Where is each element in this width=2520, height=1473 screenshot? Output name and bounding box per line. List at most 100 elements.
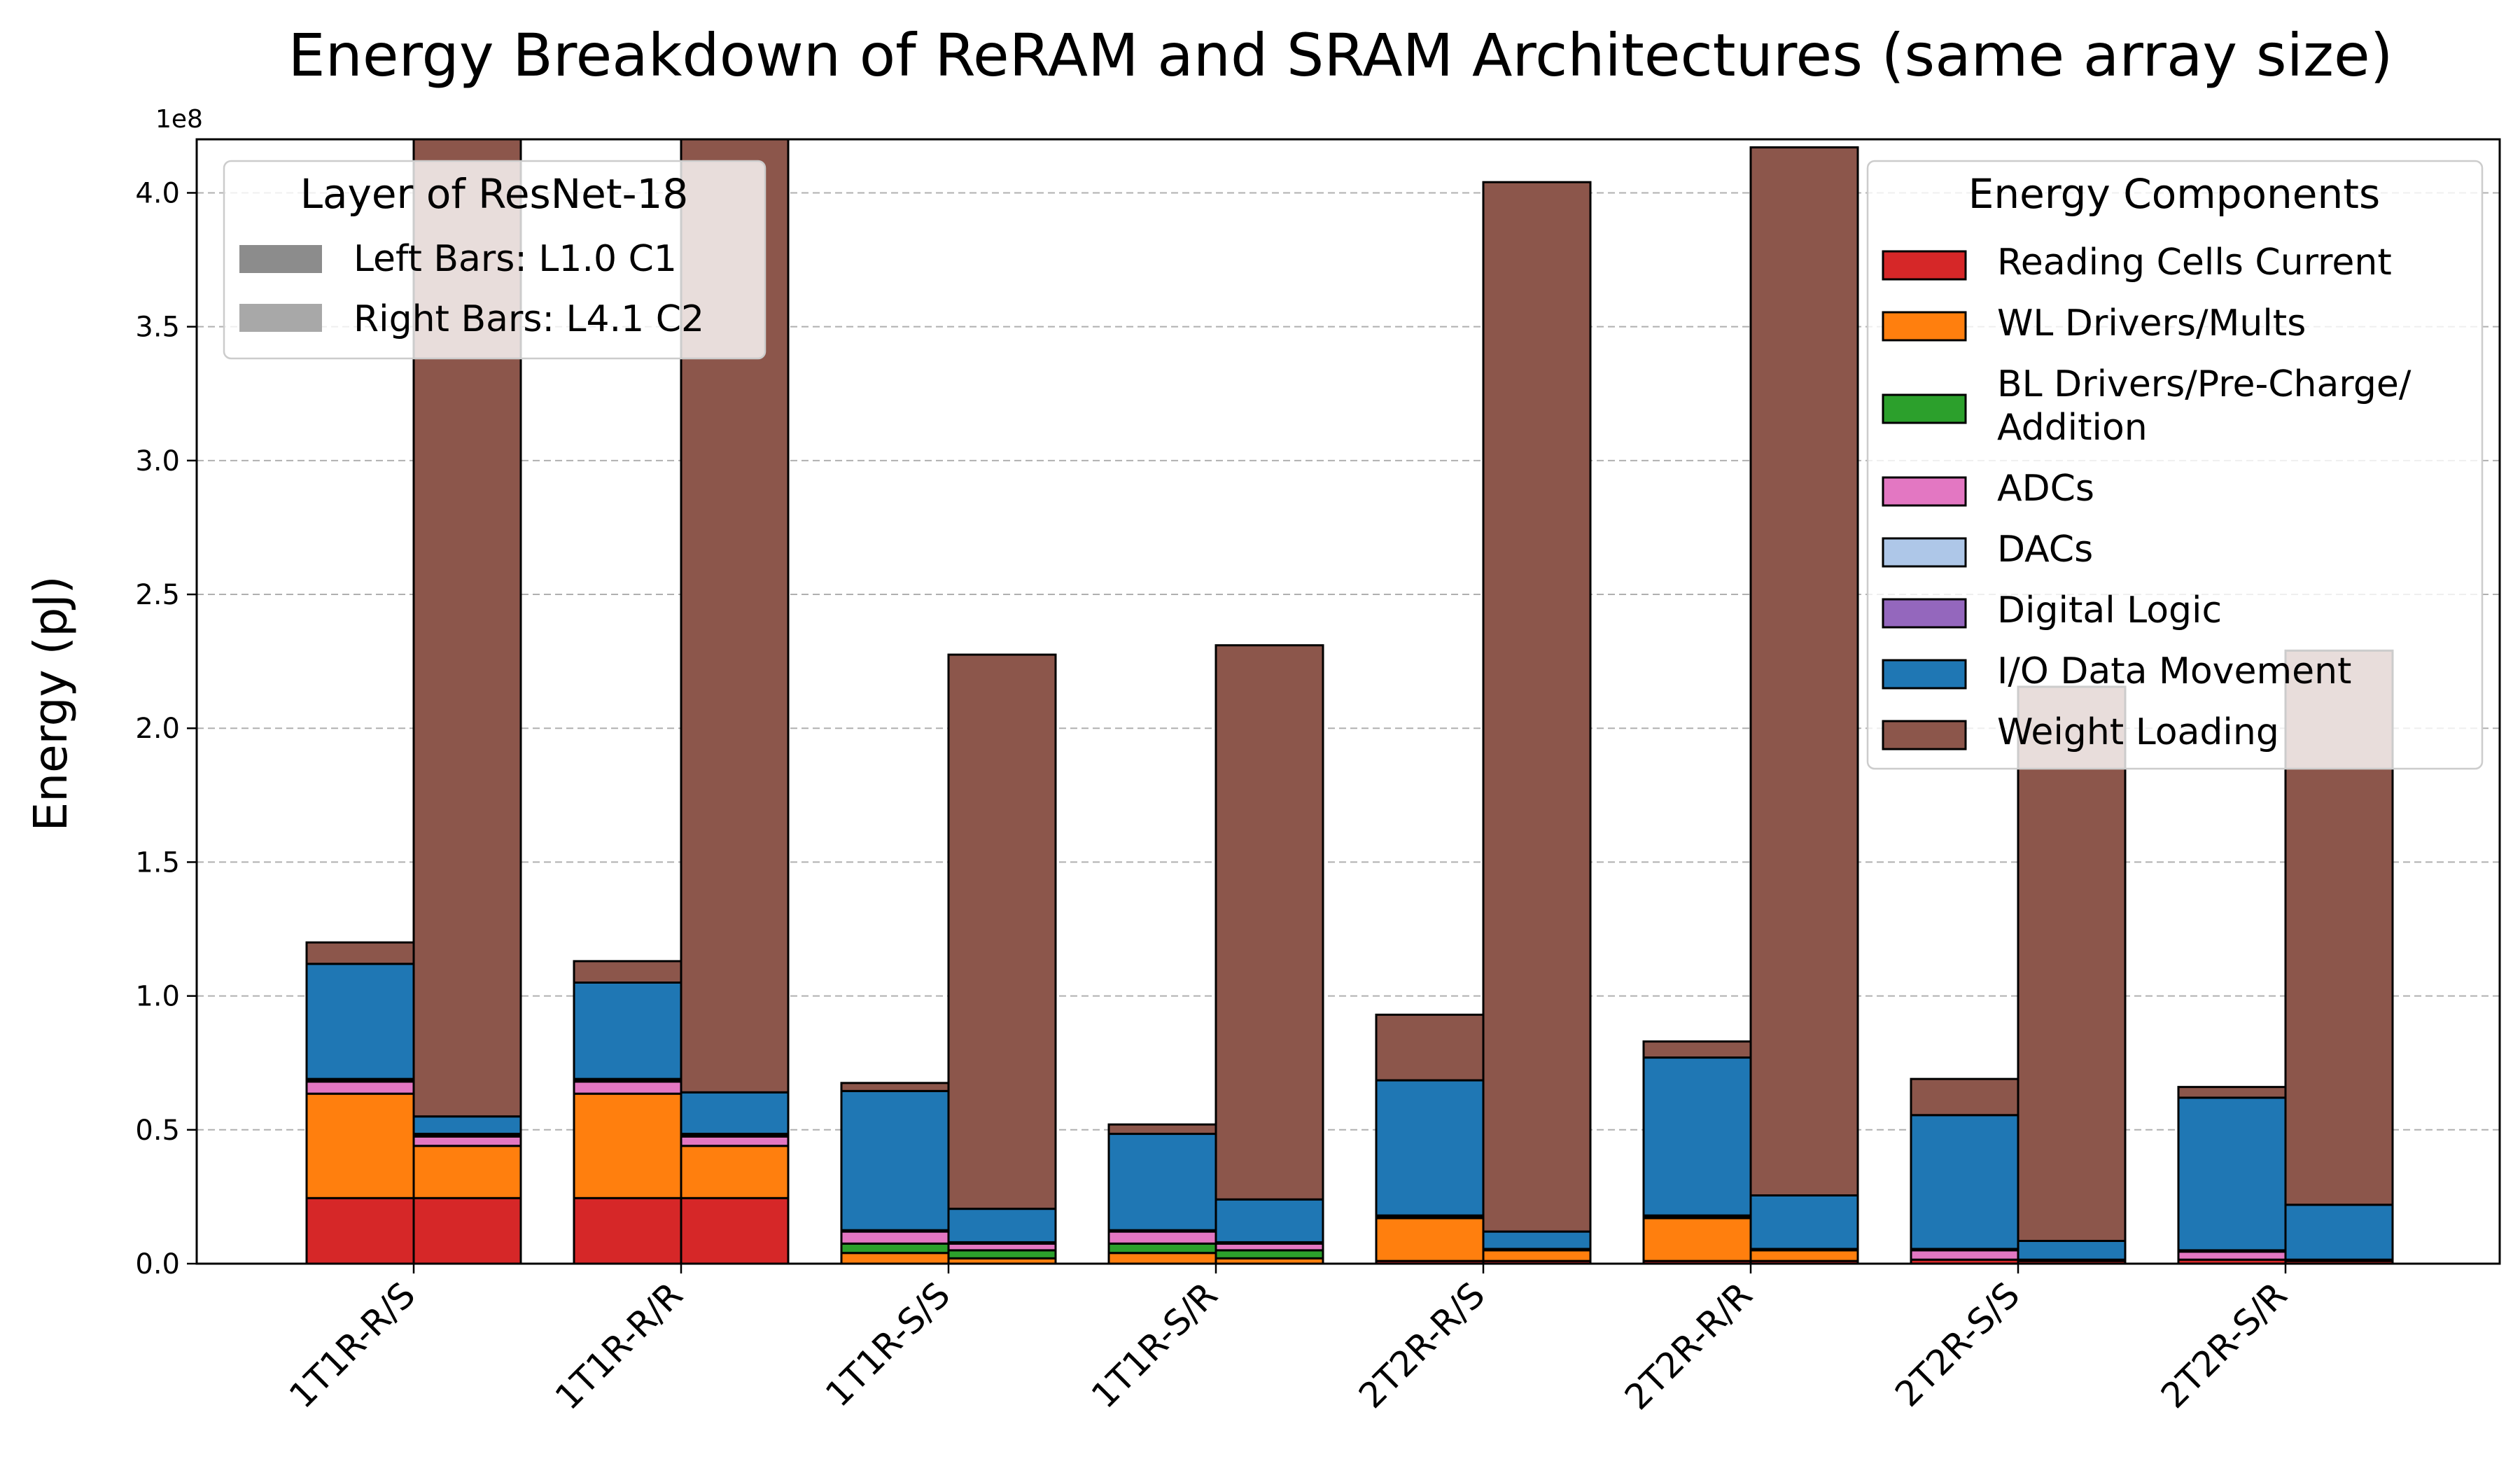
legend-components-title: Energy Components (1968, 170, 2380, 218)
y-axis-label: Energy (pJ) (24, 576, 78, 832)
legend-swatch-2 (1882, 393, 1967, 424)
bar-right-2-seg-6 (947, 1208, 1057, 1243)
x-tick-label-3: 1T1R-S/R (1084, 1274, 1225, 1416)
legend-swatch-3 (1882, 476, 1967, 507)
bar-left-3-seg-3 (1107, 1230, 1217, 1245)
y-tick-label-8: 4.0 (135, 177, 180, 209)
x-tick-label-0: 1T1R-R/S (281, 1274, 423, 1416)
bar-right-6-seg-6 (2017, 1239, 2127, 1261)
legend-label-4: DACs (1997, 529, 2093, 571)
bar-left-1-seg-7 (573, 960, 682, 984)
y-tick-label-6: 3.0 (135, 445, 180, 477)
y-tick-label-0: 0.0 (135, 1248, 180, 1280)
bar-right-0-seg-3 (412, 1135, 522, 1147)
x-tick-label-5: 2T2R-R/R (1617, 1274, 1760, 1418)
plot-frame (195, 138, 2501, 1265)
legend-swatch-5 (1882, 598, 1967, 629)
y-tick-label-3: 1.5 (135, 846, 180, 879)
legend-layer-of-resnet: Layer of ResNet-18 Left Bars: L1.0 C1 Ri… (223, 160, 766, 360)
bar-right-3-seg-7 (1214, 644, 1324, 1201)
x-tick-label-2: 1T1R-S/S (818, 1274, 958, 1414)
bar-right-0-seg-6 (412, 1115, 522, 1136)
bar-left-0-seg-7 (305, 941, 415, 965)
bar-left-0-seg-3 (305, 1080, 415, 1095)
x-tick-label-6: 2T2R-S/S (1887, 1274, 2027, 1414)
x-tick-label-1: 1T1R-R/R (547, 1274, 691, 1418)
bar-right-6-seg-7 (2017, 685, 2127, 1242)
bar-right-1-seg-1 (680, 1145, 790, 1199)
legend-swatch-7 (1882, 720, 1967, 751)
y-tick-label-5: 2.5 (135, 579, 180, 611)
bar-right-2-seg-7 (947, 653, 1057, 1210)
bar-right-5-seg-6 (1749, 1194, 1859, 1250)
y-scale-label: 1e8 (155, 105, 203, 134)
legend-energy-components: Energy Components Reading Cells Current W… (1866, 160, 2484, 770)
bar-left-7-seg-6 (2177, 1096, 2287, 1252)
bar-left-0-seg-0 (305, 1196, 415, 1265)
bar-left-7-seg-3 (2177, 1250, 2287, 1261)
bar-left-5-seg-1 (1642, 1217, 1752, 1262)
bar-right-2-seg-2 (947, 1249, 1057, 1259)
legend-component-items: Reading Cells Current WL Drivers/Mults BL … (1882, 242, 2412, 753)
chart-title: Energy Breakdown of ReRAM and SRAM Archi… (288, 21, 2393, 90)
legend-label-2-line-1: Addition (1997, 407, 2148, 449)
legend-swatch-6 (1882, 659, 1967, 690)
legend-label-0: Reading Cells Current (1997, 242, 2392, 284)
bar-left-0-seg-1 (305, 1092, 415, 1199)
legend-layer-box (223, 160, 766, 360)
legend-layer-title: Layer of ResNet-18 (300, 170, 689, 218)
legend-swatch-0 (1882, 250, 1967, 281)
bar-right-0-seg-1 (412, 1145, 522, 1199)
bar-left-6-seg-6 (1910, 1114, 2019, 1250)
bar-right-5-seg-1 (1749, 1249, 1859, 1262)
legend-swatch-4 (1882, 537, 1967, 568)
bar-right-3-seg-2 (1214, 1249, 1324, 1259)
legend-label-7: Weight Loading (1997, 711, 2279, 753)
bar-right-4-seg-7 (1482, 181, 1592, 1233)
legend-label-1: WL Drivers/Mults (1997, 302, 2306, 344)
bar-left-4-seg-1 (1375, 1217, 1485, 1262)
bar-left-2-seg-6 (840, 1089, 950, 1231)
bar-right-1-seg-6 (680, 1091, 790, 1136)
x-ticks: 1T1R-R/S 1T1R-R/R 1T1R-S/S 1T1R-S/R 2T2R-R/S… (281, 1264, 2295, 1418)
legend-swatch-1 (1882, 311, 1967, 342)
legend-label-3: ADCs (1997, 468, 2094, 510)
bar-left-1-seg-1 (573, 1092, 682, 1199)
bar-left-6-seg-3 (1910, 1249, 2019, 1261)
x-tick-label-7: 2T2R-S/R (2153, 1274, 2295, 1416)
bar-left-3-seg-1 (1107, 1252, 1217, 1265)
legend-layer-entry-right: Right Bars: L4.1 C2 (354, 298, 704, 340)
legend-layer-entry-left: Left Bars: L1.0 C1 (354, 238, 677, 280)
bar-left-2-seg-1 (840, 1252, 950, 1265)
legend-label-2-line-0: BL Drivers/Pre-Charge/ (1997, 363, 2412, 405)
bar-left-3-seg-7 (1107, 1123, 1217, 1136)
bar-right-1-seg-0 (680, 1196, 790, 1265)
bar-right-4-seg-1 (1482, 1249, 1592, 1262)
bar-left-1-seg-6 (573, 982, 682, 1080)
bar-left-0-seg-6 (305, 963, 415, 1080)
bar-right-7-seg-6 (2284, 1203, 2394, 1261)
y-tick-label-1: 0.5 (135, 1115, 180, 1147)
bar-left-1-seg-0 (573, 1196, 682, 1265)
bar-left-1-seg-3 (573, 1080, 682, 1095)
bar-right-1-seg-3 (680, 1135, 790, 1147)
bar-left-7-seg-7 (2177, 1086, 2287, 1099)
y-ticks: 0.0 0.5 1.0 1.5 2.0 2.5 3.0 3.5 4.0 (135, 177, 197, 1280)
legend-layer-swatch-right (239, 304, 322, 332)
bar-left-4-seg-7 (1375, 1013, 1485, 1082)
y-tick-label-7: 3.5 (135, 312, 180, 344)
legend-label-5: Digital Logic (1997, 589, 2222, 631)
y-tick-label-4: 2.0 (135, 713, 180, 745)
legend-layer-swatch-left (239, 245, 322, 273)
bar-left-3-seg-6 (1107, 1133, 1217, 1231)
legend-components-box (1866, 160, 2484, 770)
bar-left-2-seg-7 (840, 1082, 950, 1092)
bar-right-4-seg-6 (1482, 1230, 1592, 1250)
bar-right-0-seg-0 (412, 1196, 522, 1265)
bar-left-6-seg-7 (1910, 1077, 2019, 1117)
bar-left-3-seg-2 (1107, 1242, 1217, 1255)
y-tick-label-2: 1.0 (135, 981, 180, 1013)
bar-left-2-seg-3 (840, 1230, 950, 1245)
